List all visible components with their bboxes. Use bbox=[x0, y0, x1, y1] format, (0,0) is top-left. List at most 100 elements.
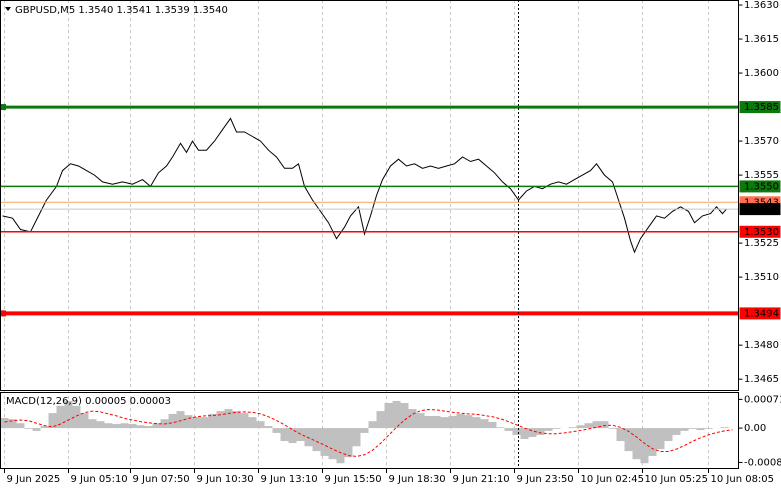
x-tick-label: 10 Jun 02:45 bbox=[581, 474, 645, 485]
level-label: 1.3550 bbox=[744, 181, 779, 192]
histogram-bar bbox=[64, 400, 73, 429]
histogram-bar bbox=[416, 413, 425, 429]
histogram-bar bbox=[8, 419, 17, 429]
series-line bbox=[4, 408, 733, 457]
y-tick-label: 0.00071 bbox=[744, 394, 781, 405]
histogram-bar bbox=[336, 428, 345, 464]
histogram-bar bbox=[536, 428, 545, 435]
histogram-bar bbox=[152, 423, 161, 429]
level-label-bg bbox=[739, 101, 781, 114]
level-label: 1.3585 bbox=[744, 102, 779, 113]
x-tick-label: 9 Jun 2025 bbox=[7, 474, 61, 485]
histogram-bar bbox=[672, 428, 681, 435]
histogram-bar bbox=[144, 426, 153, 429]
histogram-bar bbox=[480, 419, 489, 429]
y-tick-label: 1.3600 bbox=[744, 68, 779, 79]
marks-layer bbox=[0, 104, 739, 464]
x-tick-label: 9 Jun 13:10 bbox=[261, 474, 318, 485]
histogram-bar bbox=[504, 428, 513, 431]
level-label: 1.3540 bbox=[744, 204, 779, 215]
level-label-bg bbox=[739, 203, 781, 216]
x-tick-label: 9 Jun 07:50 bbox=[133, 474, 190, 485]
histogram-bar bbox=[264, 426, 273, 429]
histogram-bar bbox=[32, 428, 41, 431]
histogram-bar bbox=[120, 423, 129, 429]
histogram-bar bbox=[312, 428, 321, 452]
histogram-bar bbox=[472, 417, 481, 429]
histogram-bar bbox=[176, 411, 185, 429]
histogram-bar bbox=[24, 428, 33, 429]
histogram-bar bbox=[616, 428, 625, 442]
histogram-bar bbox=[520, 428, 529, 439]
histogram-bar bbox=[72, 405, 81, 429]
histogram-bar bbox=[640, 428, 649, 464]
histogram-bar bbox=[272, 428, 281, 433]
price-frame bbox=[0, 0, 739, 391]
histogram-bar bbox=[464, 415, 473, 429]
histogram-bar bbox=[488, 422, 497, 429]
x-tick-label: 10 Jun 08:05 bbox=[711, 474, 775, 485]
histogram-bar bbox=[568, 427, 577, 429]
histogram-bar bbox=[376, 411, 385, 429]
y-tick-label: 0.00 bbox=[744, 423, 766, 434]
macd-frame bbox=[0, 392, 739, 469]
level-handle bbox=[0, 104, 6, 111]
histogram-bar bbox=[360, 428, 369, 433]
histogram-bar bbox=[224, 409, 233, 429]
x-tick-label: 9 Jun 10:30 bbox=[197, 474, 254, 485]
histogram-bar bbox=[696, 428, 705, 431]
histogram-bar bbox=[344, 428, 353, 458]
histogram-bar bbox=[248, 417, 257, 429]
x-tick-label: 9 Jun 23:50 bbox=[517, 474, 574, 485]
histogram-bar bbox=[328, 428, 337, 460]
labels-layer: 1.36301.36151.36001.35701.35551.35251.35… bbox=[4, 0, 781, 485]
histogram-bar bbox=[280, 428, 289, 442]
y-tick-label: 1.3555 bbox=[744, 170, 779, 181]
menu-arrow bbox=[5, 7, 11, 11]
x-tick-label: 9 Jun 15:50 bbox=[325, 474, 382, 485]
histogram-bar bbox=[80, 413, 89, 429]
histogram-bar bbox=[320, 428, 329, 456]
histogram-bar bbox=[584, 423, 593, 429]
histogram-bar bbox=[392, 400, 401, 429]
histogram-bar bbox=[432, 415, 441, 429]
histogram-bar bbox=[440, 417, 449, 429]
level-label: 1.3543 bbox=[744, 197, 779, 208]
x-tick-label: 9 Jun 18:30 bbox=[389, 474, 446, 485]
y-tick-label: 1.3480 bbox=[744, 340, 779, 351]
histogram-bar bbox=[528, 428, 537, 437]
level-label-bg bbox=[739, 180, 781, 193]
histogram-bar bbox=[192, 417, 201, 429]
histogram-bar bbox=[56, 405, 65, 429]
histogram-bar bbox=[400, 403, 409, 429]
chart-title: GBPUSD,M5 1.3540 1.3541 1.3539 1.3540 bbox=[15, 5, 228, 16]
histogram-bar bbox=[88, 419, 97, 429]
histogram-bar bbox=[408, 409, 417, 429]
histogram-bar bbox=[368, 421, 377, 429]
histogram-bar bbox=[688, 428, 697, 429]
histogram-bar bbox=[48, 413, 57, 429]
histogram-bar bbox=[0, 417, 9, 429]
histogram-bar bbox=[16, 423, 25, 429]
histogram-bar bbox=[168, 413, 177, 429]
x-tick-label: 9 Jun 21:10 bbox=[453, 474, 510, 485]
series-line bbox=[2, 117, 727, 254]
histogram-bar bbox=[256, 421, 265, 429]
histogram-bar bbox=[128, 424, 137, 429]
x-tick-label: 9 Jun 05:10 bbox=[71, 474, 128, 485]
histogram-bar bbox=[544, 428, 553, 431]
level-label: 1.3494 bbox=[744, 308, 779, 319]
histogram-bar bbox=[184, 415, 193, 429]
y-tick-label: 1.3465 bbox=[744, 374, 779, 385]
histogram-bar bbox=[680, 428, 689, 431]
histogram-bar bbox=[96, 421, 105, 429]
histogram-bar bbox=[664, 428, 673, 442]
y-tick-label: 1.3525 bbox=[744, 238, 779, 249]
histogram-bar bbox=[576, 425, 585, 429]
histogram-bar bbox=[136, 425, 145, 429]
histogram-bar bbox=[208, 413, 217, 429]
macd-title: MACD(12,26,9) 0.00005 0.00003 bbox=[6, 396, 171, 407]
histogram-bar bbox=[720, 427, 729, 429]
histogram-bar bbox=[424, 415, 433, 429]
